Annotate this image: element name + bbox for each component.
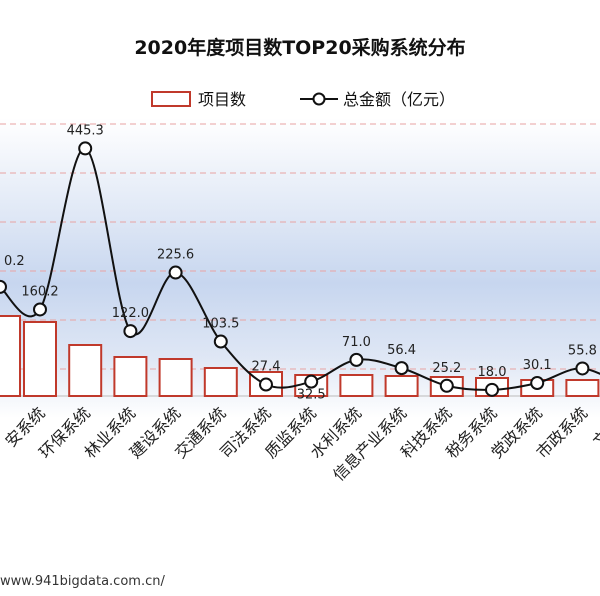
line-point: [439, 378, 454, 393]
bar: [203, 367, 238, 397]
legend-line-marker: [312, 92, 326, 106]
data-label: 30.1: [523, 358, 552, 373]
bar: [384, 375, 419, 397]
legend-line-label: 总金额（亿元）: [343, 90, 455, 109]
data-label-partial: 0.2: [4, 254, 25, 269]
data-label: 25.2: [432, 361, 461, 376]
line-point: [168, 265, 183, 280]
line-point: [78, 141, 93, 156]
data-label: 122.0: [112, 306, 149, 321]
line-point: [213, 334, 228, 349]
bar: [339, 374, 374, 397]
line-point: [0, 279, 7, 294]
bar: [23, 321, 57, 397]
bar-series: [0, 315, 600, 397]
line-point: [530, 375, 545, 390]
source-url: www.941bigdata.com.cn/: [0, 574, 165, 589]
line-point: [123, 324, 138, 339]
data-labels: 0.2 160.2 445.3 122.0 225.6 103.5 27.4 32.5 71.0…: [4, 123, 597, 402]
bar: [68, 344, 103, 397]
line-point: [394, 361, 409, 376]
data-label: 27.4: [252, 360, 281, 375]
data-label: 103.5: [202, 317, 239, 332]
line-points: [0, 141, 590, 397]
data-label: 225.6: [157, 248, 194, 263]
data-label: 160.2: [21, 284, 58, 299]
line-point: [485, 382, 499, 397]
data-label: 55.8: [568, 343, 597, 358]
line-point: [349, 352, 364, 367]
data-label: 71.0: [342, 335, 371, 350]
legend: 项目数 总金额（亿元）: [151, 90, 455, 109]
data-label: 56.4: [387, 343, 416, 358]
bar: [113, 356, 148, 397]
line-point: [259, 377, 273, 392]
legend-bar-swatch: [151, 91, 191, 107]
data-label: 445.3: [67, 123, 104, 138]
bar: [565, 379, 600, 397]
data-label: 32.5: [297, 388, 326, 403]
line-point: [304, 374, 319, 389]
line-point: [33, 302, 47, 317]
data-label: 18.0: [478, 365, 507, 380]
chart-title: 2020年度项目数TOP20采购系统分布: [134, 36, 465, 59]
legend-bar-label: 项目数: [198, 90, 246, 109]
bar: [158, 358, 193, 397]
bar-partial: [0, 315, 21, 397]
line-point: [575, 361, 590, 376]
